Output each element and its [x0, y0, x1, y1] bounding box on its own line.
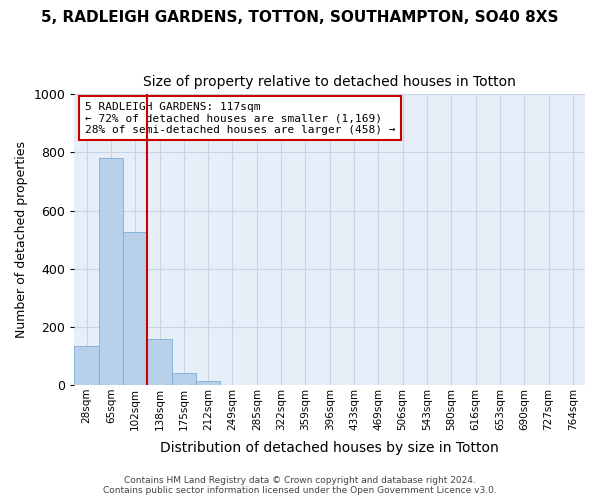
Bar: [123, 232, 148, 385]
Text: 5, RADLEIGH GARDENS, TOTTON, SOUTHAMPTON, SO40 8XS: 5, RADLEIGH GARDENS, TOTTON, SOUTHAMPTON…: [41, 10, 559, 25]
X-axis label: Distribution of detached houses by size in Totton: Distribution of detached houses by size …: [160, 441, 499, 455]
Bar: [99, 158, 123, 385]
Text: Contains HM Land Registry data © Crown copyright and database right 2024.
Contai: Contains HM Land Registry data © Crown c…: [103, 476, 497, 495]
Bar: [172, 374, 196, 385]
Text: 5 RADLEIGH GARDENS: 117sqm
← 72% of detached houses are smaller (1,169)
28% of s: 5 RADLEIGH GARDENS: 117sqm ← 72% of deta…: [85, 102, 395, 135]
Title: Size of property relative to detached houses in Totton: Size of property relative to detached ho…: [143, 75, 516, 89]
Y-axis label: Number of detached properties: Number of detached properties: [15, 141, 28, 338]
Bar: [196, 382, 220, 385]
Bar: [148, 339, 172, 385]
Bar: [74, 346, 99, 385]
